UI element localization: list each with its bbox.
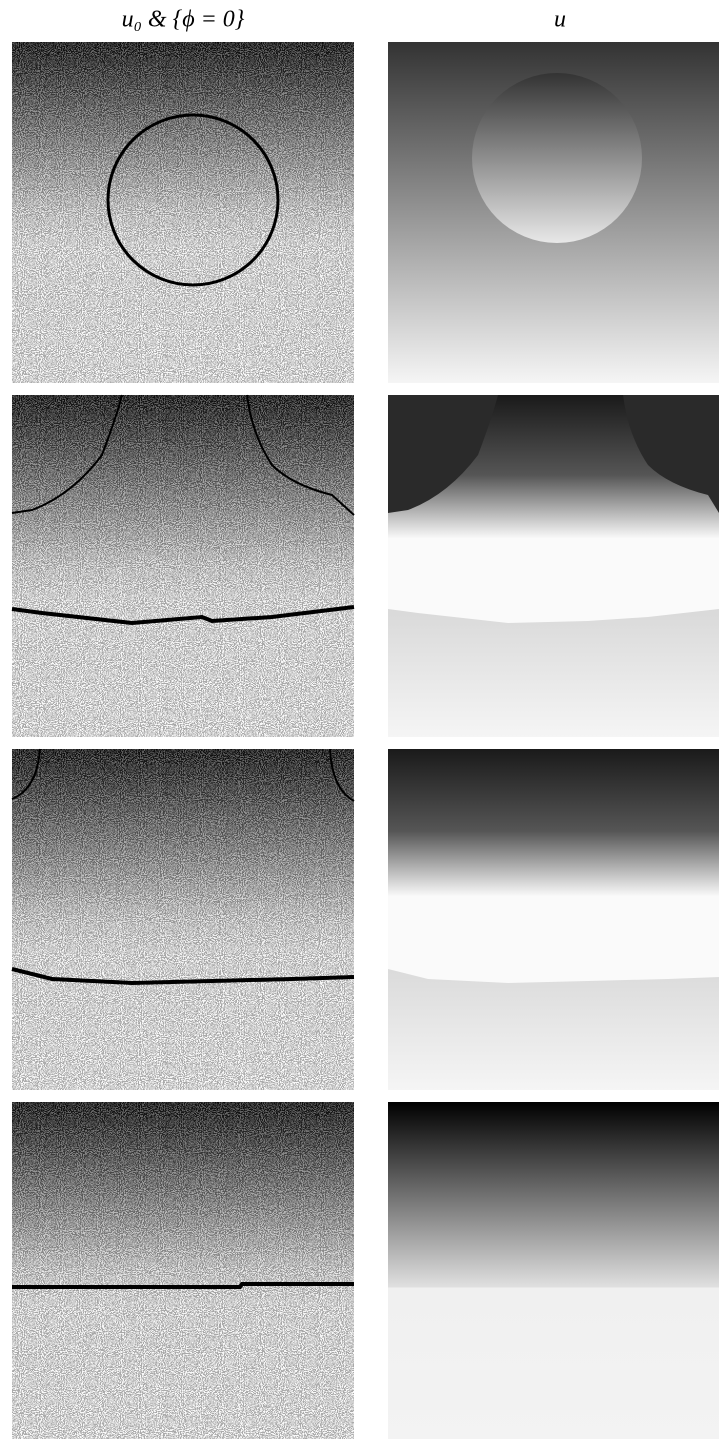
noisy-image-panel	[12, 42, 354, 1439]
column-header: u	[554, 7, 566, 33]
figure: u₀ & {ϕ = 0} u	[0, 0, 719, 1439]
column-header: u₀ & {ϕ = 0}	[122, 7, 245, 33]
reconstruction-panel	[388, 42, 719, 1439]
